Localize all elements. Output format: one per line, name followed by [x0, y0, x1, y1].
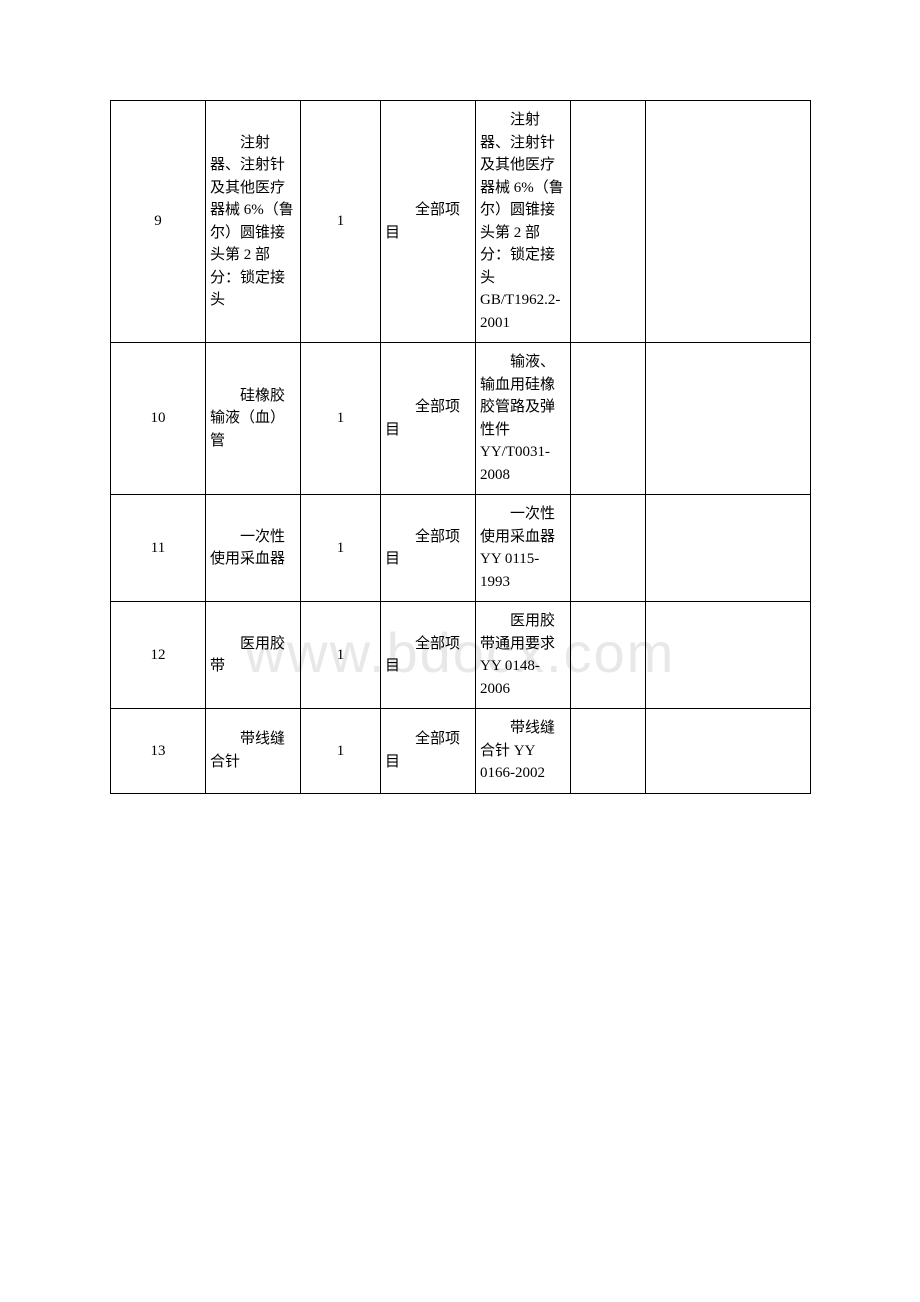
empty-cell: [646, 101, 811, 343]
standard: 输液、输血用硅橡胶管路及弹性件 YY/T0031-2008: [476, 343, 571, 495]
scope: 全部项目: [381, 495, 476, 602]
product-name: 一次性使用采血器: [206, 495, 301, 602]
table-row: 10 硅橡胶输液（血）管 1 全部项目 输液、输血用硅橡胶管路及弹性件 YY/T…: [111, 343, 811, 495]
empty-cell: [571, 602, 646, 709]
product-name: 带线缝合针: [206, 709, 301, 794]
row-number: 11: [111, 495, 206, 602]
standard: 医用胶带通用要求 YY 0148-2006: [476, 602, 571, 709]
quantity: 1: [301, 495, 381, 602]
standard: 一次性使用采血器 YY 0115-1993: [476, 495, 571, 602]
product-name: 硅橡胶输液（血）管: [206, 343, 301, 495]
empty-cell: [646, 602, 811, 709]
table-wrapper: 9 注射器、注射针及其他医疗器械 6%（鲁尔）圆锥接头第 2 部分：锁定接头 1…: [110, 100, 810, 794]
empty-cell: [646, 343, 811, 495]
scope: 全部项目: [381, 709, 476, 794]
empty-cell: [571, 495, 646, 602]
row-number: 9: [111, 101, 206, 343]
empty-cell: [571, 343, 646, 495]
empty-cell: [646, 495, 811, 602]
row-number: 12: [111, 602, 206, 709]
scope: 全部项目: [381, 343, 476, 495]
table-row: 13 带线缝合针 1 全部项目 带线缝合针 YY 0166-2002: [111, 709, 811, 794]
row-number: 10: [111, 343, 206, 495]
row-number: 13: [111, 709, 206, 794]
standard: 注射器、注射针及其他医疗器械 6%（鲁尔）圆锥接头第 2 部分：锁定接头 GB/…: [476, 101, 571, 343]
scope: 全部项目: [381, 101, 476, 343]
quantity: 1: [301, 101, 381, 343]
quantity: 1: [301, 602, 381, 709]
quantity: 1: [301, 709, 381, 794]
table-row: 12 医用胶带 1 全部项目 医用胶带通用要求 YY 0148-2006: [111, 602, 811, 709]
quantity: 1: [301, 343, 381, 495]
product-name: 注射器、注射针及其他医疗器械 6%（鲁尔）圆锥接头第 2 部分：锁定接头: [206, 101, 301, 343]
empty-cell: [571, 709, 646, 794]
empty-cell: [646, 709, 811, 794]
empty-cell: [571, 101, 646, 343]
table-row: 11 一次性使用采血器 1 全部项目 一次性使用采血器 YY 0115-1993: [111, 495, 811, 602]
table-row: 9 注射器、注射针及其他医疗器械 6%（鲁尔）圆锥接头第 2 部分：锁定接头 1…: [111, 101, 811, 343]
product-name: 医用胶带: [206, 602, 301, 709]
standard: 带线缝合针 YY 0166-2002: [476, 709, 571, 794]
scope: 全部项目: [381, 602, 476, 709]
data-table: 9 注射器、注射针及其他医疗器械 6%（鲁尔）圆锥接头第 2 部分：锁定接头 1…: [110, 100, 811, 794]
